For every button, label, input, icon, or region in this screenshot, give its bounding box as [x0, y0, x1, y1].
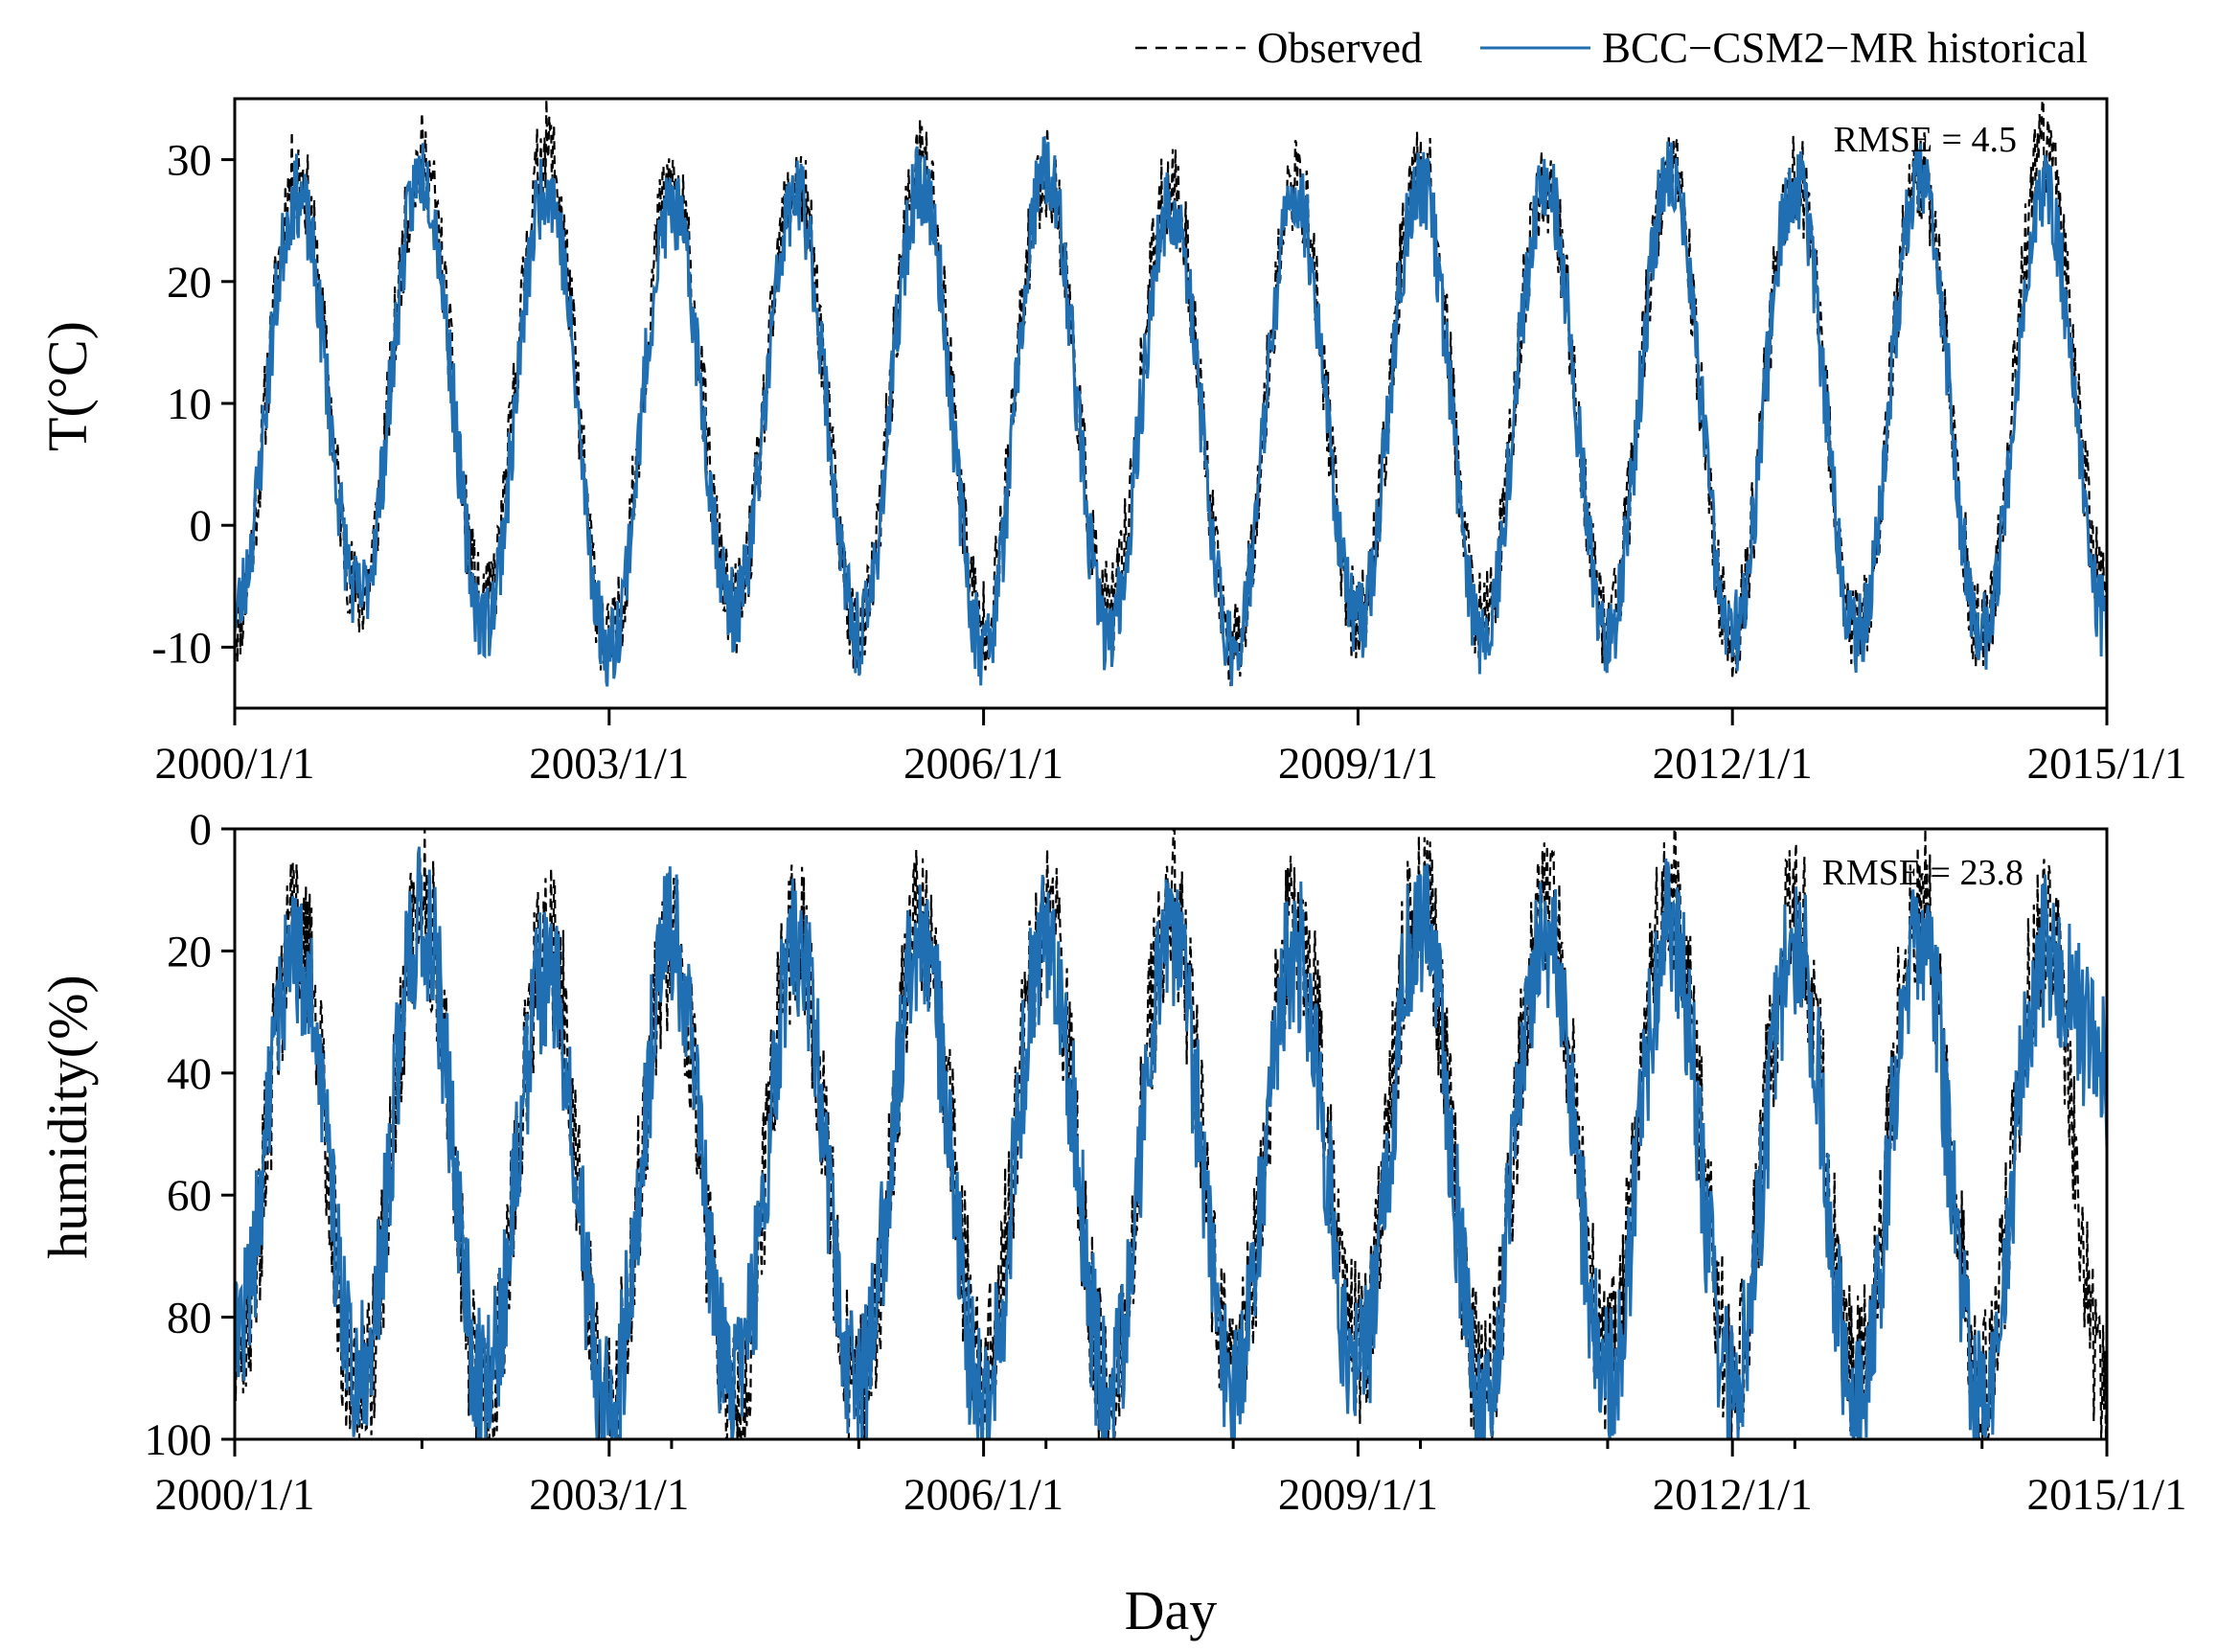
- temperature-xtick-label: 2009/1/1: [1278, 739, 1438, 789]
- temperature-xtick-label: 2000/1/1: [154, 739, 314, 789]
- humidity-xtick-label: 2012/1/1: [1653, 1470, 1813, 1520]
- humidity-xtick-label: 2000/1/1: [154, 1470, 314, 1520]
- humidity-ytick-label: 100: [145, 1415, 213, 1465]
- humidity-xtick-label: 2006/1/1: [903, 1470, 1063, 1520]
- temperature-plot-area: [235, 99, 2107, 687]
- humidity-xtick-label: 2009/1/1: [1278, 1470, 1438, 1520]
- temperature-panel: 30 20 10 0 -10 2000/1/1 2003/1/1 2006/1/1 2009/…: [36, 97, 2187, 789]
- temperature-y-axis-label: T(°C): [36, 321, 99, 451]
- humidity-ytick-label: 80: [167, 1294, 212, 1343]
- temperature-xtick-label: 2012/1/1: [1653, 739, 1813, 789]
- humidity-plot-area: [235, 829, 2107, 1439]
- legend-model-label: BCC−CSM2−MR historical: [1602, 24, 2088, 72]
- humidity-ytick-label: 0: [190, 805, 213, 855]
- temperature-xtick-label: 2003/1/1: [529, 739, 689, 789]
- temperature-ytick-label: 30: [167, 136, 212, 186]
- humidity-frame: [233, 827, 2109, 1441]
- humidity-xtick-label: 2003/1/1: [529, 1470, 689, 1520]
- temperature-ytick-label: 20: [167, 258, 212, 308]
- humidity-model-line: [235, 846, 2107, 1439]
- temperature-rmse-annotation: RMSE = 4.5: [1834, 120, 2017, 160]
- legend-observed-label: Observed: [1257, 24, 1422, 72]
- temperature-model-line: [235, 135, 2107, 687]
- x-axis-label: Day: [1125, 1579, 1218, 1641]
- temperature-ytick-label: 10: [167, 379, 212, 429]
- humidity-xtick-label: 2015/1/1: [2026, 1470, 2186, 1520]
- humidity-ytick-label: 40: [167, 1049, 212, 1099]
- humidity-ytick-label: 20: [167, 927, 212, 976]
- humidity-rmse-annotation: RMSE = 23.8: [1822, 853, 2024, 893]
- humidity-panel: 0 20 40 60 80 100 2000/1/1 2003/1/1 2006/1/1 200…: [36, 805, 2187, 1520]
- humidity-ytick-label: 60: [167, 1171, 212, 1221]
- temperature-ytick-label: 0: [190, 501, 213, 551]
- temperature-xtick-label: 2015/1/1: [2026, 739, 2186, 789]
- temperature-ytick-label: -10: [151, 623, 212, 673]
- legend: Observed BCC−CSM2−MR historical: [1135, 24, 2088, 72]
- temperature-xtick-label: 2006/1/1: [903, 739, 1063, 789]
- humidity-y-axis-label: humidity(%): [36, 975, 99, 1258]
